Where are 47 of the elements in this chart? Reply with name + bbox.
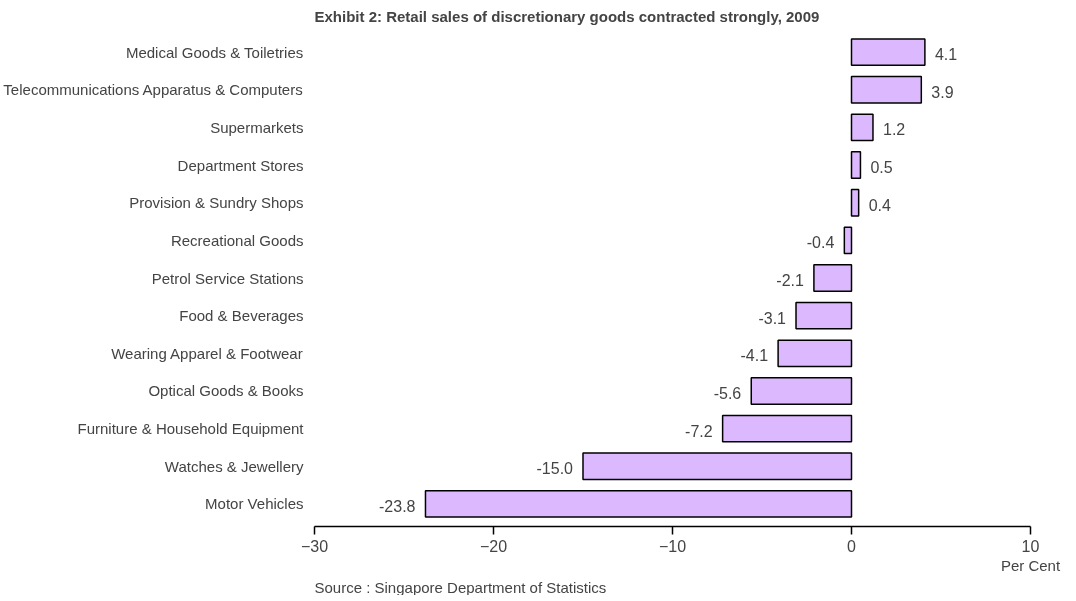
- x-tick-label: 10: [1021, 537, 1040, 555]
- data-label: -7.2: [685, 422, 713, 440]
- x-tick-label: −30: [300, 537, 329, 555]
- y-tick-label: Supermarkets: [210, 118, 304, 136]
- bar: [795, 301, 853, 330]
- bar: [813, 264, 853, 292]
- data-label: 3.9: [931, 83, 954, 101]
- bar: [843, 226, 853, 255]
- bar: [850, 113, 874, 142]
- y-tick-label: Wearing Apparel & Footwear: [111, 344, 303, 362]
- bar: [424, 489, 853, 518]
- y-tick-label: Furniture & Household Equipment: [77, 420, 305, 438]
- data-label: -2.1: [776, 272, 805, 289]
- data-label: -5.6: [713, 384, 742, 402]
- source-note: Source : Singapore Department of Statistics: [314, 578, 607, 596]
- bar: [850, 38, 926, 67]
- y-tick-label: Motor Vehicles: [205, 495, 304, 513]
- data-label: 1.2: [882, 121, 906, 139]
- bar: [582, 452, 853, 481]
- y-tick-label: Petrol Service Stations: [151, 269, 304, 287]
- y-tick-label: Department Stores: [177, 156, 304, 174]
- data-label: 4.1: [934, 46, 958, 64]
- y-tick-label: Medical Goods & Toiletries: [125, 43, 304, 61]
- bar: [850, 151, 862, 179]
- data-label: -4.1: [740, 347, 769, 365]
- bar: [850, 75, 923, 104]
- y-tick-label: Provision & Sundry Shops: [129, 194, 304, 212]
- bar: [850, 188, 860, 217]
- bar: [750, 377, 853, 405]
- bar: [777, 339, 853, 368]
- data-label: 0.5: [870, 159, 893, 177]
- data-label: 0.4: [868, 196, 891, 214]
- x-tick-label: 0: [847, 537, 857, 555]
- data-label: -0.4: [806, 234, 835, 252]
- y-tick-label: Telecommunications Apparatus & Computers: [3, 81, 303, 99]
- y-tick-label: Watches & Jewellery: [164, 457, 304, 475]
- y-tick-label: Recreational Goods: [170, 231, 304, 249]
- data-label: -3.1: [758, 309, 787, 327]
- data-label: -15.0: [536, 460, 574, 478]
- x-tick-label: −10: [658, 537, 687, 555]
- x-axis-title: Per Cent: [1000, 556, 1061, 574]
- y-tick-label: Optical Goods & Books: [148, 382, 304, 400]
- chart-title: Exhibit 2: Retail sales of discretionary goods contracted strongly, 2009: [314, 7, 820, 25]
- x-tick-label: −20: [479, 537, 508, 555]
- data-label: -23.8: [379, 497, 416, 515]
- y-tick-label: Food & Beverages: [179, 307, 304, 325]
- bar: [721, 414, 853, 443]
